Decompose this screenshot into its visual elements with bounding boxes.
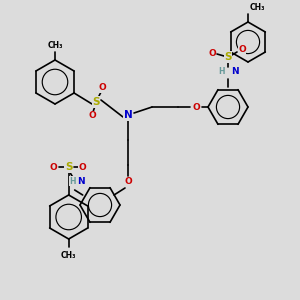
Text: O: O xyxy=(88,112,96,121)
Text: CH₃: CH₃ xyxy=(47,40,63,50)
Text: O: O xyxy=(208,49,216,58)
Text: S: S xyxy=(65,162,72,172)
Text: O: O xyxy=(50,163,58,172)
Text: O: O xyxy=(238,44,246,53)
Text: O: O xyxy=(79,163,87,172)
Text: H: H xyxy=(69,176,76,185)
Text: H: H xyxy=(218,68,225,76)
Text: O: O xyxy=(124,178,132,187)
Text: CH₃: CH₃ xyxy=(61,250,76,260)
Text: N: N xyxy=(231,68,238,76)
Text: O: O xyxy=(192,103,200,112)
Text: S: S xyxy=(224,52,232,62)
Text: S: S xyxy=(92,97,100,107)
Text: CH₃: CH₃ xyxy=(250,2,266,11)
Text: N: N xyxy=(124,110,132,120)
Text: N: N xyxy=(77,176,85,185)
Text: O: O xyxy=(98,83,106,92)
